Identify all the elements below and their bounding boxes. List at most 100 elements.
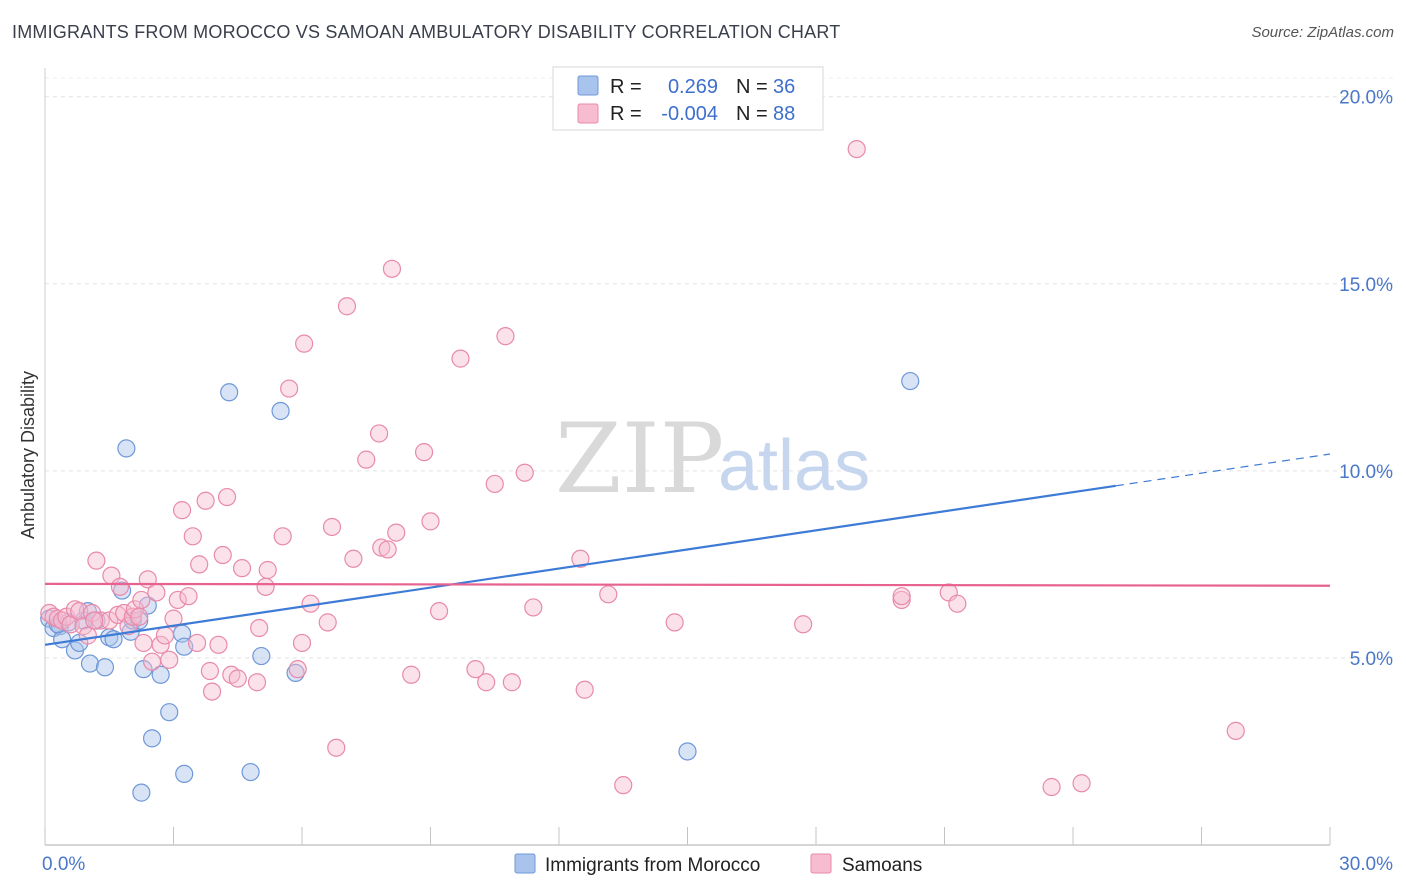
samoans-point <box>196 491 215 510</box>
legend-label-morocco: Immigrants from Morocco <box>545 855 760 876</box>
samoans-point <box>485 474 504 494</box>
stats-legend-n-label: N = <box>736 76 768 98</box>
samoans-point <box>273 527 292 546</box>
samoans-point <box>665 613 684 632</box>
stats-legend-r-value: 0.269 <box>668 76 718 98</box>
samoans-point <box>1042 777 1061 797</box>
samoans-point <box>794 615 813 634</box>
stats-legend-n-value: 88 <box>773 103 795 125</box>
samoans-point <box>292 633 312 653</box>
watermark-zip: ZIP <box>555 403 724 515</box>
samoans-point <box>164 609 183 628</box>
samoans-point <box>502 673 521 692</box>
y-tick-label: 15.0% <box>1339 275 1393 296</box>
legend-label-samoans: Samoans <box>842 855 922 876</box>
samoans-point <box>258 560 277 580</box>
x-tick-label: 0.0% <box>42 854 85 875</box>
samoans-point <box>1072 774 1091 793</box>
morocco-point <box>175 764 194 784</box>
morocco-trend-line <box>44 484 1116 646</box>
samoans-point <box>421 512 440 531</box>
samoans-point <box>414 443 434 462</box>
samoans-point <box>151 635 170 654</box>
stats-legend-n-label: N = <box>736 103 768 125</box>
samoans-point <box>372 538 391 557</box>
samoans-point <box>134 633 153 653</box>
samoans-point <box>213 545 232 565</box>
x-tick-labels: 0.0% 30.0% <box>42 854 1393 875</box>
samoans-point <box>496 327 515 346</box>
legend-swatch-samoans <box>810 853 832 874</box>
samoans-point <box>183 527 202 546</box>
morocco-point <box>117 439 136 458</box>
samoans-point <box>344 549 363 568</box>
series-legend: Immigrants from Morocco Samoans <box>514 853 922 876</box>
samoans-point <box>327 738 346 757</box>
samoans-point <box>429 602 449 621</box>
samoans-point <box>378 540 397 559</box>
samoans-point <box>168 590 187 610</box>
watermark: ZIP atlas <box>555 403 870 515</box>
morocco-trend-extension <box>1115 453 1331 487</box>
samoans-point <box>571 549 590 568</box>
samoans-point <box>250 618 269 638</box>
samoans-point <box>87 551 106 570</box>
samoans-point <box>160 650 179 669</box>
stats-legend-swatch-samoans <box>577 103 599 124</box>
morocco-point <box>271 401 290 421</box>
y-axis-label: Ambulatory Disability <box>18 371 38 539</box>
samoans-point <box>466 660 485 679</box>
samoans-point <box>318 613 337 632</box>
y-tick-label: 5.0% <box>1350 649 1393 670</box>
samoans-trend-line <box>44 582 1331 587</box>
samoans-point <box>599 585 618 604</box>
samoans-point <box>155 626 175 645</box>
samoans-point <box>147 583 166 602</box>
samoans-point <box>295 334 314 353</box>
morocco-point <box>901 371 920 391</box>
samoans-point <box>280 379 299 398</box>
series-samoans-points <box>40 139 1245 797</box>
samoans-point <box>387 523 406 542</box>
samoans-point <box>172 501 192 520</box>
morocco-point <box>160 703 179 722</box>
morocco-point <box>80 654 100 673</box>
samoans-point <box>217 487 237 507</box>
samoans-point <box>524 598 543 617</box>
x-tick-label: 30.0% <box>1339 854 1393 875</box>
samoans-point <box>382 259 402 278</box>
y-tick-labels: 5.0% 10.0% 15.0% 20.0% <box>1339 88 1393 670</box>
samoans-point <box>337 297 357 316</box>
samoans-point <box>228 669 247 688</box>
samoans-point <box>515 463 534 482</box>
chart-source: Source: ZipAtlas.com <box>1251 24 1394 41</box>
samoans-point <box>123 607 142 626</box>
stats-legend-r-value: -0.004 <box>661 103 718 125</box>
stats-legend-n-value: 36 <box>773 76 795 98</box>
samoans-point <box>451 349 470 368</box>
samoans-point <box>202 682 222 701</box>
morocco-point <box>151 665 170 684</box>
samoans-point <box>256 577 275 596</box>
stats-legend-r-label: R = <box>610 103 642 125</box>
chart-title: IMMIGRANTS FROM MOROCCO VS SAMOAN AMBULA… <box>12 22 841 42</box>
trend-lines <box>44 453 1331 646</box>
samoans-point <box>190 555 209 574</box>
axes <box>44 68 1331 846</box>
legend-swatch-morocco <box>514 853 536 874</box>
samoans-point <box>247 673 267 692</box>
samoans-point <box>357 450 376 469</box>
samoans-point <box>187 633 207 653</box>
morocco-point <box>142 729 162 748</box>
morocco-point <box>678 742 697 761</box>
stats-legend-swatch-morocco <box>577 75 599 96</box>
samoans-point <box>614 776 633 795</box>
samoans-point <box>200 661 220 681</box>
morocco-point <box>241 762 260 782</box>
samoans-point <box>209 635 228 654</box>
samoans-point <box>847 139 866 159</box>
samoans-point <box>575 680 594 699</box>
samoans-point <box>892 587 911 606</box>
stats-legend-r-label: R = <box>610 76 642 98</box>
